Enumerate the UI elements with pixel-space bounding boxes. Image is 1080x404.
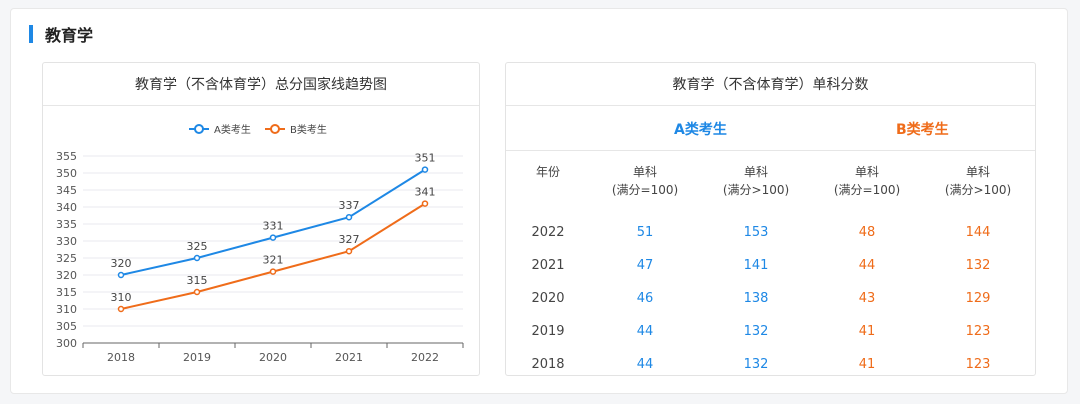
- x-tick-label: 2019: [183, 351, 211, 364]
- table-panel-title: 教育学（不含体育学）单科分数: [506, 63, 1035, 106]
- cell-a-over-100: 132: [743, 357, 769, 372]
- cell-b-100: 44: [858, 258, 876, 273]
- column-header-a-over-100: 单科 (满分>100): [722, 165, 790, 197]
- column-header-year: 年份: [535, 165, 560, 179]
- x-tick-label: 2021: [335, 351, 363, 364]
- cell-a-100: 46: [636, 291, 654, 306]
- column-header-a-100: 单科 (满分=100): [611, 165, 679, 197]
- chart-panel-title: 教育学（不含体育学）总分国家线趋势图: [43, 63, 479, 106]
- y-tick-label: 320: [56, 269, 77, 282]
- cell-a-over-100: 138: [743, 291, 769, 306]
- cell-b-over-100: 129: [965, 291, 991, 306]
- cell-b-100: 41: [858, 357, 876, 372]
- cell-year: 2019: [531, 324, 565, 339]
- cell-b-over-100: 132: [965, 258, 991, 273]
- data-point-b: [269, 268, 277, 275]
- legend-label-a: A类考生: [214, 123, 251, 136]
- data-point-b: [421, 200, 429, 207]
- data-point-a: [117, 271, 125, 279]
- y-tick-label: 325: [56, 252, 77, 265]
- column-header-row: 年份 单科 (满分=100) 单科 (满分>100) 单科 (满分=100) 单科 (满…: [506, 165, 1037, 211]
- trend-line-chart: 300 305 310 315 320 325 330 335 340 345 350 355 2018…: [56, 123, 464, 364]
- data-point-b: [345, 247, 353, 255]
- data-label-a: 337: [339, 199, 360, 212]
- y-tick-label: 315: [56, 286, 77, 299]
- cell-a-100: 47: [636, 258, 654, 273]
- section-header: 教育学: [29, 23, 93, 45]
- single-subject-panel: 教育学（不含体育学）单科分数 A类考生 B类考生 年份 单科 (满分=100) 单…: [505, 62, 1036, 376]
- legend-marker-a: [194, 124, 204, 134]
- data-point-b: [193, 288, 201, 296]
- data-label-b: 321: [263, 254, 284, 267]
- y-tick-label: 340: [56, 201, 77, 214]
- y-tick-label: 355: [56, 150, 77, 163]
- table-row: 2022 51 153 48 144: [506, 225, 1037, 258]
- cell-a-100: 51: [636, 225, 654, 240]
- data-point-a: [269, 234, 277, 241]
- section-title: 教育学: [45, 26, 94, 45]
- score-table-body: 2022 51 153 48 144 2021 47 141 44 132 20…: [506, 225, 1037, 390]
- data-point-a: [345, 213, 353, 221]
- cell-year: 2022: [531, 225, 565, 240]
- y-tick-label: 330: [56, 235, 77, 248]
- column-header-b-100: 单科 (满分=100): [833, 165, 901, 197]
- y-tick-label: 305: [56, 320, 77, 333]
- data-label-b: 341: [415, 186, 436, 199]
- group-a-label: A类考生: [674, 122, 727, 138]
- cell-year: 2021: [531, 258, 565, 273]
- cell-b-100: 41: [858, 324, 876, 339]
- x-tick-label: 2020: [259, 351, 287, 364]
- cell-a-over-100: 141: [743, 258, 769, 273]
- cell-b-over-100: 144: [965, 225, 991, 240]
- data-point-a: [421, 166, 429, 173]
- cell-b-100: 48: [858, 225, 876, 240]
- data-label-a: 331: [263, 220, 284, 233]
- y-tick-label: 300: [56, 337, 77, 350]
- data-point-b: [117, 305, 125, 313]
- trend-chart-panel: 教育学（不含体育学）总分国家线趋势图 300 305 310 315 320 325 330…: [42, 62, 480, 376]
- content-card: 教育学 教育学（不含体育学）总分国家线趋势图 300 305 310 315 320 32…: [10, 8, 1068, 394]
- cell-year: 2020: [531, 291, 565, 306]
- cell-a-over-100: 132: [743, 324, 769, 339]
- table-row: 2018 44 132 41 123: [506, 357, 1037, 390]
- cell-b-over-100: 123: [965, 357, 991, 372]
- cell-a-over-100: 153: [743, 225, 769, 240]
- x-tick-label: 2022: [411, 351, 439, 364]
- data-label-b: 327: [339, 233, 360, 246]
- group-b-label: B类考生: [896, 122, 949, 138]
- y-tick-label: 350: [56, 167, 77, 180]
- data-label-a: 320: [111, 257, 132, 270]
- table-row: 2021 47 141 44 132: [506, 258, 1037, 291]
- table-row: 2019 44 132 41 123: [506, 324, 1037, 357]
- section-accent-bar: [29, 25, 33, 43]
- data-point-a: [193, 254, 201, 262]
- cell-b-100: 43: [858, 291, 876, 306]
- data-label-a: 351: [415, 152, 436, 165]
- y-tick-label: 310: [56, 303, 77, 316]
- data-label-a: 325: [187, 240, 208, 253]
- y-tick-label: 335: [56, 218, 77, 231]
- cell-b-over-100: 123: [965, 324, 991, 339]
- column-header-b-over-100: 单科 (满分>100): [944, 165, 1012, 197]
- group-header-row: A类考生 B类考生: [506, 106, 1035, 151]
- y-tick-label: 345: [56, 184, 77, 197]
- data-label-b: 310: [111, 291, 132, 304]
- cell-a-100: 44: [636, 357, 654, 372]
- legend-label-b: B类考生: [290, 123, 327, 136]
- cell-year: 2018: [531, 357, 565, 372]
- x-tick-label: 2018: [107, 351, 135, 364]
- cell-a-100: 44: [636, 324, 654, 339]
- legend-marker-b: [270, 124, 280, 134]
- data-label-b: 315: [187, 274, 208, 287]
- table-row: 2020 46 138 43 129: [506, 291, 1037, 324]
